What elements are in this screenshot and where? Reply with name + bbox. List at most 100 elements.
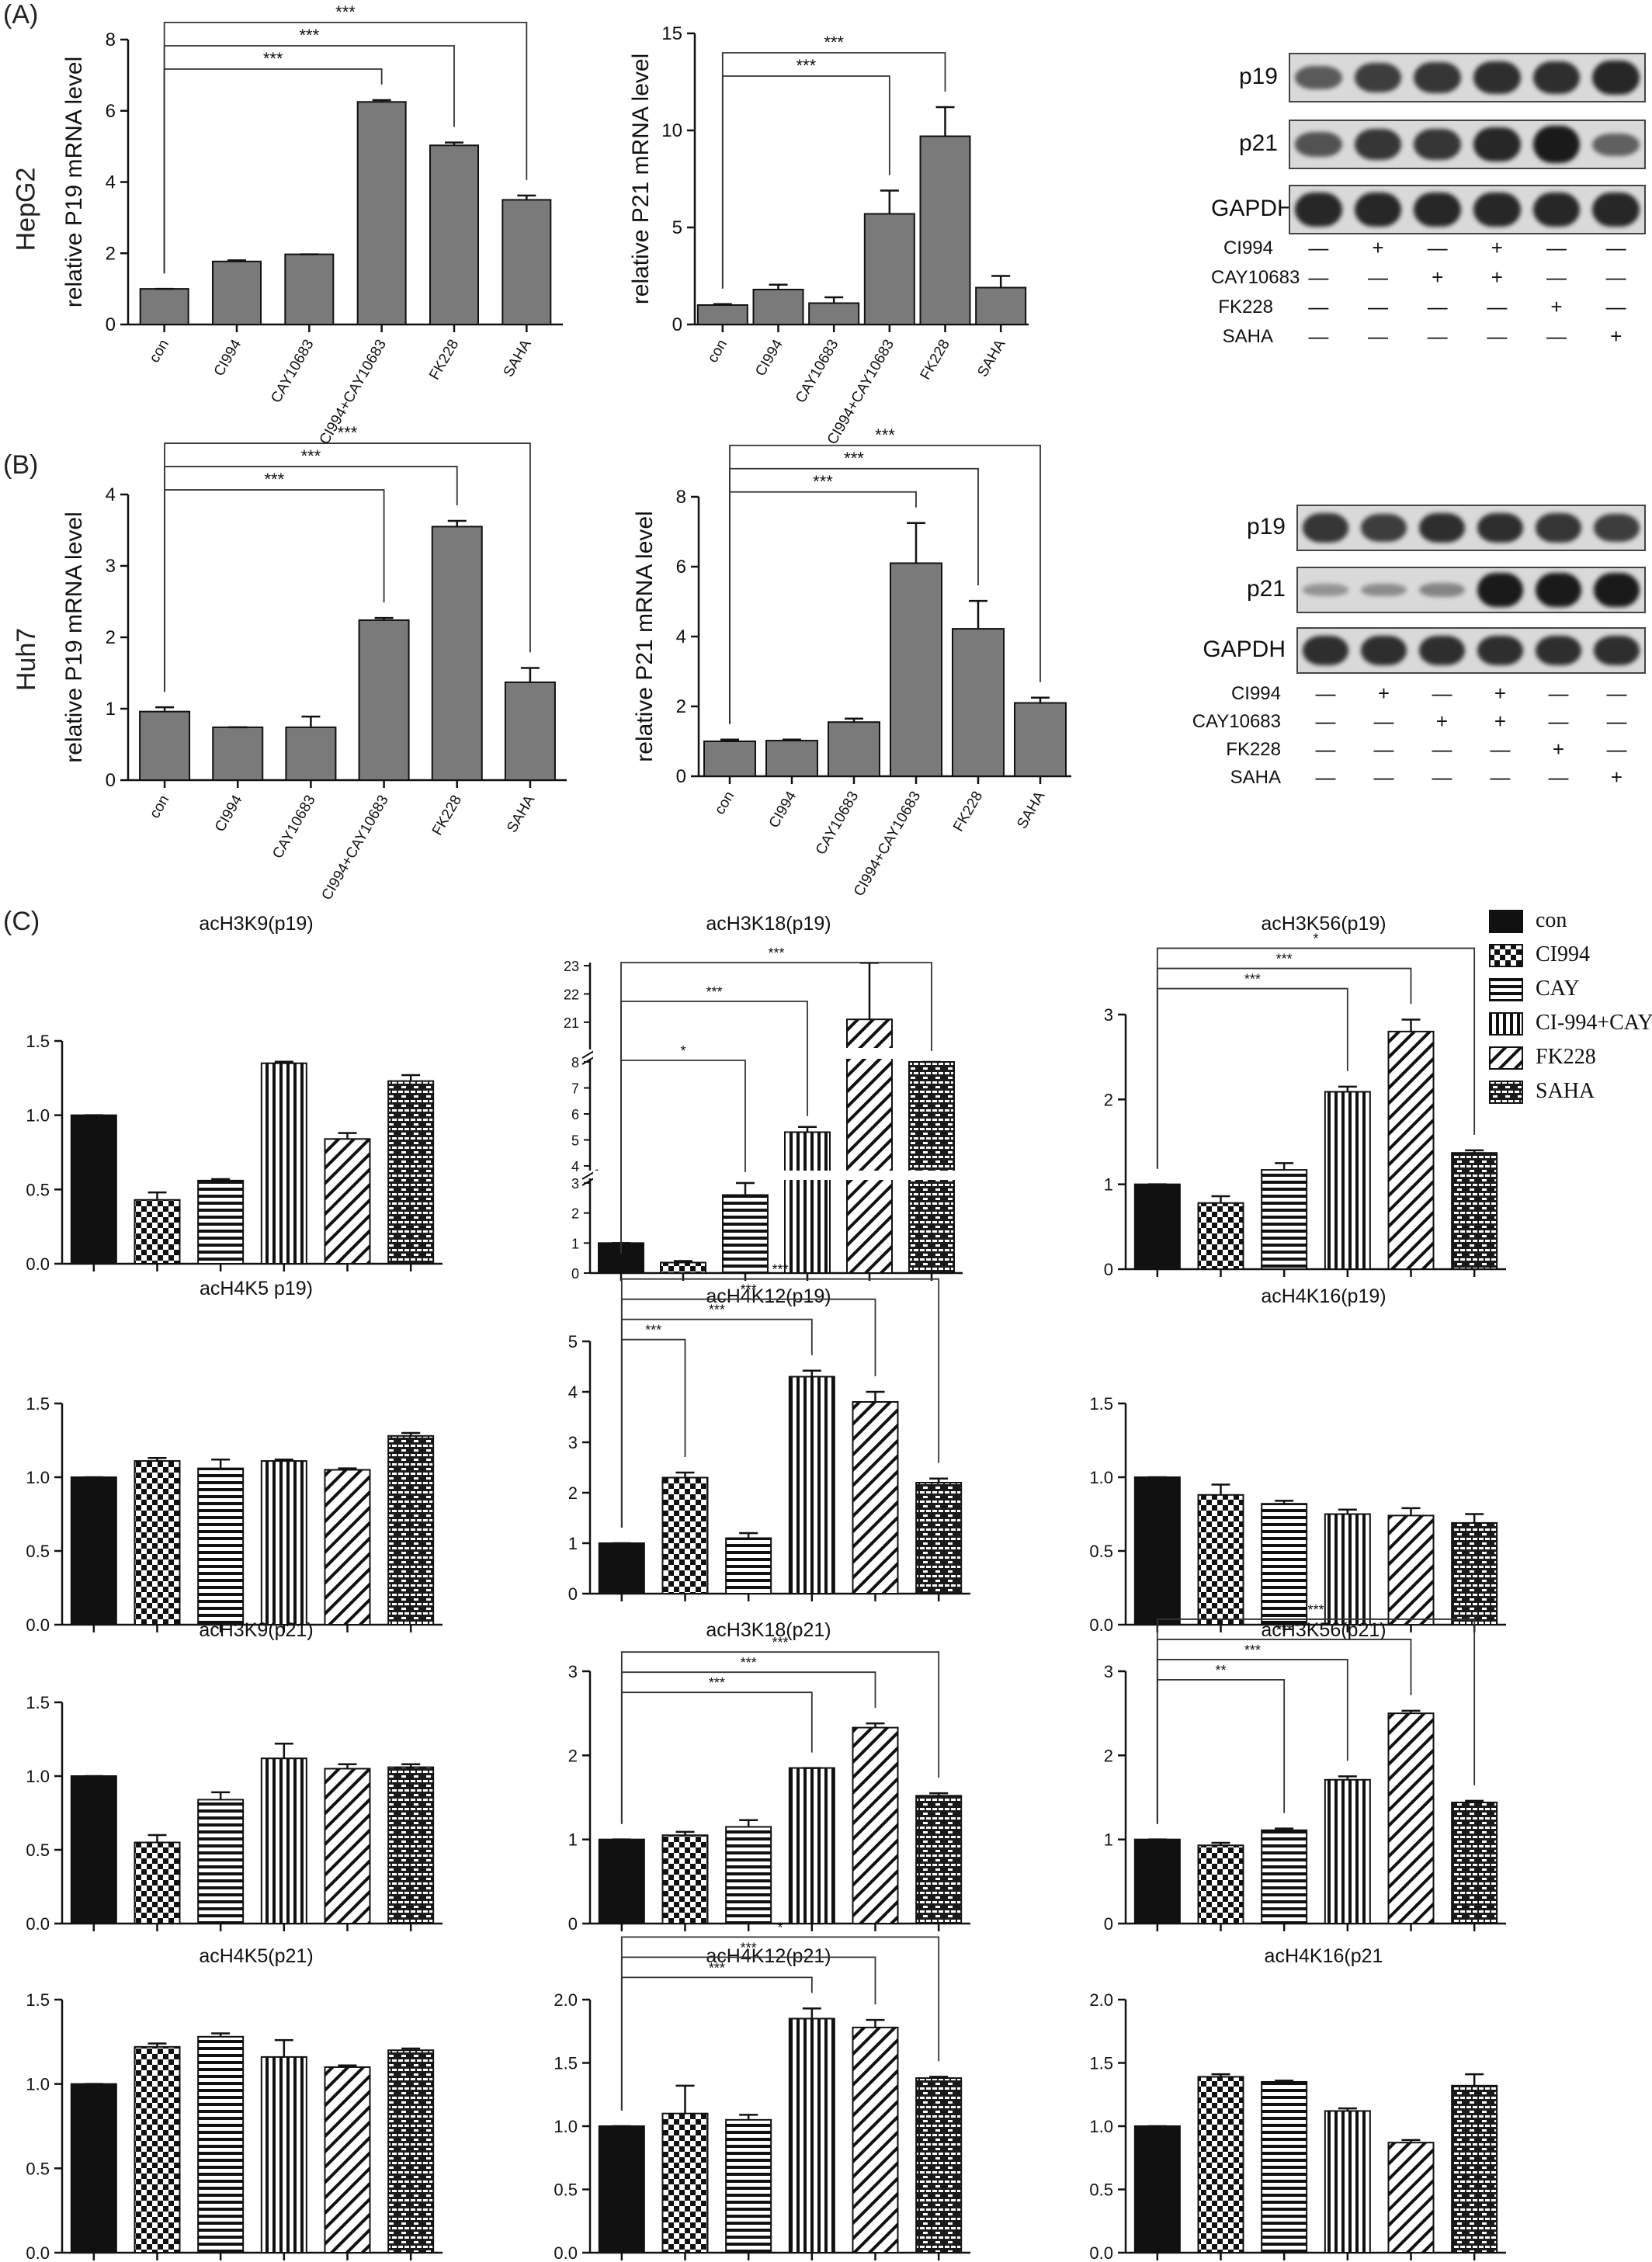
category-label: CI994+CAY10683 bbox=[319, 793, 392, 903]
y-tick-label: 2 bbox=[568, 1483, 578, 1503]
blot-band bbox=[1361, 583, 1407, 597]
significance-label: *** bbox=[741, 1940, 757, 1955]
significance-label: *** bbox=[1276, 952, 1293, 967]
bar bbox=[134, 1460, 181, 1625]
y-tick-label: 0.5 bbox=[26, 1180, 50, 1199]
significance-label: *** bbox=[335, 2, 356, 22]
y-tick-label: 1.0 bbox=[1089, 1468, 1113, 1487]
blot-band bbox=[1473, 127, 1521, 162]
blot-band bbox=[1473, 61, 1521, 95]
bar bbox=[722, 1194, 769, 1275]
treatment-label: CAY10683 bbox=[1192, 711, 1281, 732]
blot-band bbox=[1536, 635, 1581, 666]
treatment-sign: — bbox=[1308, 324, 1329, 348]
treatment-sign: — bbox=[1427, 324, 1448, 348]
treatment-label: SAHA bbox=[1230, 767, 1281, 788]
treatment-sign: — bbox=[1427, 295, 1448, 318]
bar bbox=[975, 286, 1027, 325]
chart-c4: 0.0 0.5 1.0 1.5 acH4K5 p19) bbox=[26, 1278, 442, 1635]
chart-title: acH3K9(p19) bbox=[199, 913, 313, 935]
y-tick-label: 0.0 bbox=[26, 2243, 50, 2262]
bar bbox=[703, 741, 756, 777]
y-tick-label: 6 bbox=[571, 1107, 579, 1122]
chart-title: acH3K56(p19) bbox=[1261, 913, 1386, 935]
treatment-sign: — bbox=[1432, 737, 1452, 761]
significance-label: *** bbox=[263, 49, 283, 68]
bar bbox=[598, 1838, 645, 1925]
treatment-sign: — bbox=[1548, 682, 1569, 705]
category-label: CI994 bbox=[211, 337, 245, 380]
bar bbox=[134, 1841, 181, 1924]
y-tick-label: 0.5 bbox=[26, 1840, 50, 1860]
y-tick-label: 1.0 bbox=[26, 1106, 50, 1126]
treatment-sign: + bbox=[1550, 295, 1563, 318]
bar bbox=[661, 1476, 709, 1594]
panel-label-c: (C) bbox=[3, 907, 40, 936]
legend-swatch-fill bbox=[1489, 978, 1523, 1001]
treatment-sign: — bbox=[1373, 737, 1394, 761]
blot-band bbox=[1536, 573, 1581, 607]
significance-bracket bbox=[620, 1671, 876, 1824]
y-tick-label: 1.0 bbox=[1089, 2117, 1113, 2136]
y-tick-label: 0.0 bbox=[26, 1615, 50, 1635]
y-tick-label: 2 bbox=[1104, 1090, 1113, 1109]
bar bbox=[952, 628, 1005, 777]
bar bbox=[1261, 1169, 1308, 1270]
y-tick-label: 1.5 bbox=[26, 1394, 50, 1414]
bar bbox=[808, 302, 860, 325]
y-tick-label: 2 bbox=[676, 696, 686, 717]
chart-c6: 0.0 0.5 1.0 1.5 acH4K16(p19) bbox=[1089, 1285, 1506, 1635]
treatment-sign: — bbox=[1368, 324, 1388, 348]
bar bbox=[1197, 2076, 1244, 2253]
y-tick-label: 2 bbox=[106, 243, 116, 264]
blot-band bbox=[1419, 582, 1465, 598]
y-tick-label: 1.5 bbox=[26, 1032, 50, 1051]
chart-title: acH4K16(p19) bbox=[1261, 1285, 1386, 1307]
treatment-sign: — bbox=[1432, 765, 1452, 789]
significance-label: *** bbox=[264, 470, 284, 489]
y-tick-label: 8 bbox=[571, 1055, 579, 1070]
chart-c1: 0.0 0.5 1.0 1.5 acH3K9(p19) bbox=[26, 913, 442, 1274]
bar bbox=[788, 1767, 835, 1924]
y-tick-label: 0 bbox=[1104, 1260, 1113, 1279]
treatment-sign: — bbox=[1308, 265, 1329, 289]
y-tick-label: 1.0 bbox=[26, 1468, 50, 1487]
category-label: con bbox=[712, 789, 738, 817]
blot-band bbox=[1477, 573, 1523, 607]
chart-title: acH3K18(p21) bbox=[706, 1619, 831, 1641]
bar bbox=[1451, 2084, 1498, 2254]
bar bbox=[502, 199, 552, 325]
y-tick-label: 3 bbox=[1104, 1662, 1113, 1681]
y-tick-label: 1 bbox=[1104, 1830, 1113, 1850]
blot-band bbox=[1303, 635, 1348, 666]
bar bbox=[504, 681, 556, 782]
chart-title: acH4K12(p21) bbox=[706, 1945, 831, 1967]
blot-band bbox=[1592, 133, 1640, 156]
y-tick-label: 1 bbox=[571, 1236, 579, 1251]
y-tick-label: 2 bbox=[1104, 1746, 1113, 1765]
treatment-sign: — bbox=[1546, 265, 1567, 289]
significance-bracket bbox=[1156, 1618, 1476, 1824]
category-label: con bbox=[147, 793, 173, 821]
significance-bracket bbox=[620, 1318, 813, 1528]
y-tick-label: 0.0 bbox=[26, 1254, 50, 1274]
treatment-sign: — bbox=[1315, 765, 1336, 789]
treatment-sign: + bbox=[1610, 765, 1623, 789]
bar bbox=[197, 1799, 245, 1924]
bar bbox=[260, 1062, 307, 1265]
significance-label: *** bbox=[709, 1303, 725, 1318]
bar bbox=[134, 1199, 181, 1265]
bar bbox=[387, 1766, 435, 1925]
category-label: CAY10683 bbox=[269, 793, 318, 862]
bar bbox=[1261, 2080, 1308, 2253]
significance-label: *** bbox=[706, 984, 722, 1000]
blot-band bbox=[1592, 60, 1640, 95]
y-tick-label: 4 bbox=[568, 1383, 578, 1402]
legend-swatch bbox=[1489, 1046, 1523, 1070]
category-label: con bbox=[705, 337, 731, 366]
blot-row-label: GAPDH bbox=[1211, 196, 1294, 221]
category-label: CAY10683 bbox=[793, 337, 842, 406]
bar bbox=[284, 253, 335, 325]
bar bbox=[725, 1826, 772, 1925]
